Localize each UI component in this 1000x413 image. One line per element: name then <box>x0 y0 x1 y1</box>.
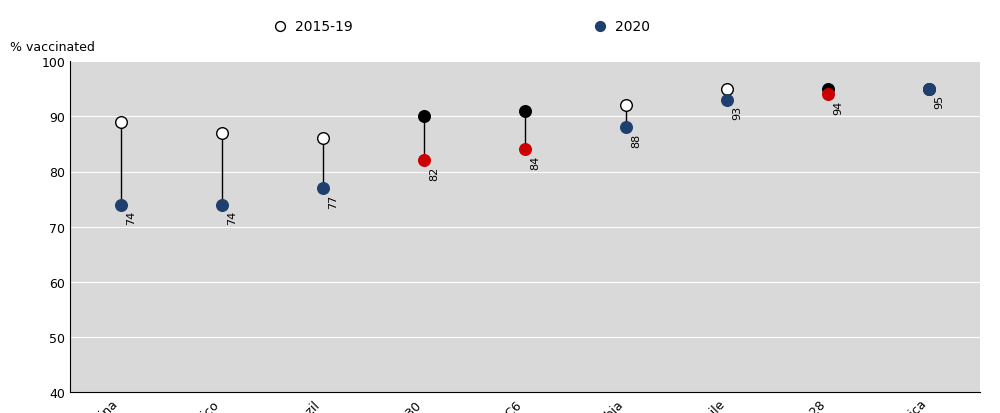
Point <box>820 92 836 98</box>
Text: 88: 88 <box>631 133 641 148</box>
Point <box>315 136 331 142</box>
Point <box>719 86 735 93</box>
Point <box>214 202 230 209</box>
Point <box>416 114 432 120</box>
Text: 74: 74 <box>227 211 237 225</box>
Point <box>517 147 533 153</box>
Point <box>719 97 735 104</box>
Text: 94: 94 <box>833 100 843 115</box>
Point <box>113 119 129 126</box>
Text: 93: 93 <box>732 106 742 120</box>
Point <box>517 108 533 115</box>
Point <box>416 158 432 164</box>
Text: 95: 95 <box>934 95 944 109</box>
Text: 2020: 2020 <box>615 20 650 34</box>
Point <box>921 86 937 93</box>
Point <box>618 125 634 131</box>
Point <box>921 86 937 93</box>
Point <box>618 103 634 109</box>
Point <box>214 130 230 137</box>
Point <box>315 185 331 192</box>
Text: 84: 84 <box>530 156 540 170</box>
Text: 77: 77 <box>328 194 338 208</box>
Text: 82: 82 <box>429 166 439 181</box>
Point <box>113 202 129 209</box>
Point <box>820 86 836 93</box>
Text: 74: 74 <box>126 211 136 225</box>
Text: % vaccinated: % vaccinated <box>10 41 95 54</box>
Text: 2015-19: 2015-19 <box>295 20 353 34</box>
